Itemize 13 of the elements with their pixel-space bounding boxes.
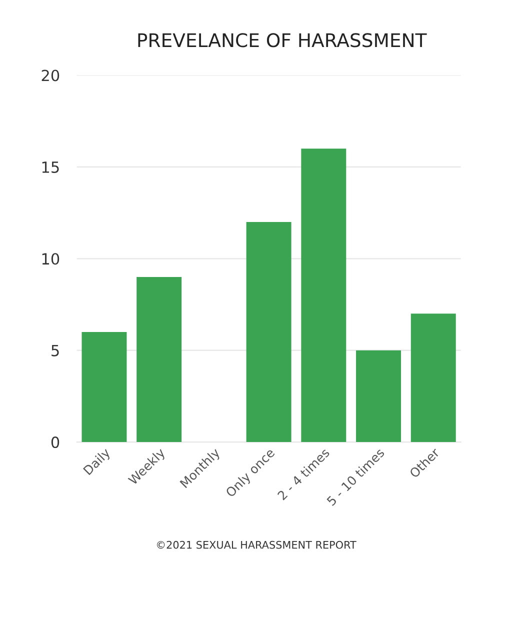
chart-title: PREVELANCE OF HARASSMENT xyxy=(138,33,427,48)
bar xyxy=(410,314,456,442)
y-tick-label: 20 xyxy=(42,70,60,82)
y-tick-label: 15 xyxy=(42,162,59,173)
y-tick-label: 5 xyxy=(52,345,59,356)
text: ©2021 SEXUAL HARASSMENT REPORT xyxy=(157,540,356,549)
bar xyxy=(356,350,402,442)
y-tick-label: 10 xyxy=(42,253,60,265)
bar xyxy=(301,148,346,442)
bar xyxy=(136,276,182,442)
y-tick-label: 0 xyxy=(51,436,60,448)
bar xyxy=(246,222,292,442)
bar xyxy=(82,332,127,442)
